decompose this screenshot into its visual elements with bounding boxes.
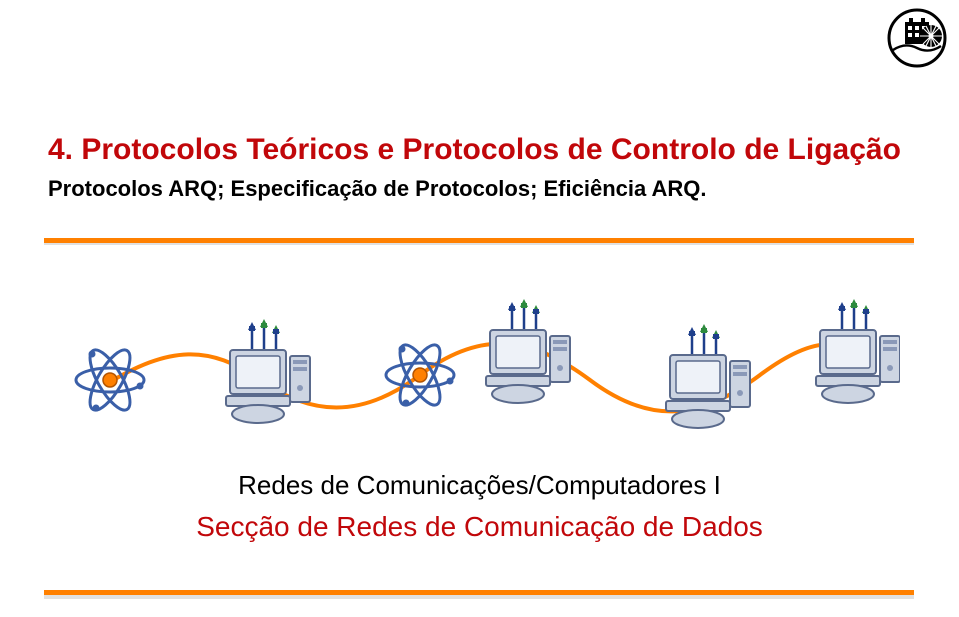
divider-bottom [44,590,914,595]
slide-title: 4. Protocolos Teóricos e Protocolos de C… [48,130,911,169]
footer-block: Redes de Comunicações/Computadores I Sec… [0,470,959,543]
computer-node-icon [486,299,570,403]
computer-node-icon [816,299,900,403]
atom-node-icon [76,345,144,416]
institution-logo-icon [887,8,947,68]
divider-top-shadow [44,243,914,245]
course-name: Redes de Comunicações/Computadores I [0,470,959,501]
section-name: Secção de Redes de Comunicação de Dados [0,511,959,543]
computer-node-icon [666,324,750,428]
computer-node-icon [226,319,310,423]
atom-node-icon [386,340,454,411]
title-block: 4. Protocolos Teóricos e Protocolos de C… [48,130,911,204]
slide-subtitle: Protocolos ARQ; Especificação de Protoco… [48,175,911,204]
network-diagram [60,290,900,450]
